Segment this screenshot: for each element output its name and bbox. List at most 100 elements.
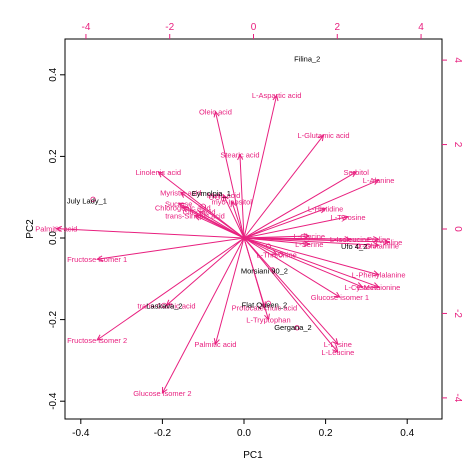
variable-arrow	[243, 237, 364, 288]
variable-arrows	[55, 94, 390, 395]
variable-label: L-Threonine	[256, 250, 296, 259]
axes: -0.4 -0.2 0.0 0.2 0.4 -0.4 -0.2 0.0 0.2 0.4 -4 -2 0 2…	[48, 22, 463, 439]
variable-arrow	[161, 237, 245, 395]
right-tick-label: 2	[452, 142, 463, 148]
variable-label: trans-Sinapic acid	[165, 212, 225, 221]
variable-label: L-Tyrosine	[331, 213, 366, 222]
variable-label: Protocatechuic acid	[232, 303, 297, 312]
point-labels: L-Aspartic acid Oleic acid L-Glutamic acid…	[35, 54, 405, 398]
x-tick-label: 0.4	[400, 428, 414, 439]
variable-arrow	[96, 237, 245, 341]
variable-arrow	[243, 179, 380, 239]
top-tick-label: -2	[165, 22, 174, 33]
observation-label: Filina_2	[294, 54, 320, 63]
data-point-marker	[161, 302, 167, 308]
variable-arrow	[243, 134, 325, 239]
y-axis-label: PC2	[25, 219, 36, 239]
data-point-marker	[294, 325, 300, 331]
right-tick-label: -2	[452, 309, 463, 318]
data-point-marker	[221, 196, 227, 202]
observation-label: Eymolpia_1	[192, 189, 231, 198]
variable-label: myo-Inositol	[212, 197, 253, 206]
observation-label: Morsiani 90_2	[241, 267, 288, 276]
data-point-marker	[355, 243, 361, 249]
variable-arrow	[243, 237, 341, 298]
variable-label: L-Phenylalanine	[352, 271, 406, 280]
observation-label: July Lady_1	[67, 196, 107, 205]
variable-label: L-Histidine	[308, 205, 343, 214]
variable-arrow	[95, 237, 245, 262]
variable-label: Palmitic acid	[35, 225, 77, 234]
variable-label: Fructose isomer 2	[67, 336, 127, 345]
y-tick-label: -0.4	[48, 392, 59, 410]
variable-label: trans-Caffeic acid	[137, 301, 195, 310]
right-tick-label: -4	[452, 393, 463, 402]
variable-label: Chlorogenic acid	[155, 203, 211, 212]
variable-arrow	[198, 210, 245, 239]
variable-arrow	[243, 237, 380, 277]
variable-label: Myristic acid	[160, 188, 201, 197]
variable-label: L-Cysteine	[344, 283, 380, 292]
variable-label: L-Glycine	[293, 232, 325, 241]
x-tick-label: 0.2	[319, 428, 333, 439]
variable-arrow	[213, 237, 245, 346]
data-point-marker	[214, 194, 221, 200]
variable-label: L-Valine	[375, 238, 402, 247]
observation-label: Ufo 4_2	[341, 242, 367, 251]
variable-arrow	[243, 94, 279, 239]
variable-arrow	[193, 214, 245, 239]
variable-arrow	[213, 110, 245, 239]
variable-arrow	[243, 171, 358, 239]
variable-label: Glucose isomer 1	[311, 293, 369, 302]
variable-arrow	[237, 153, 245, 239]
top-tick-label: 2	[334, 22, 340, 33]
top-tick-label: 4	[418, 22, 424, 33]
y-tick-label: 0.0	[48, 231, 59, 245]
variable-label: Sorbitol	[343, 168, 369, 177]
variable-arrow	[55, 225, 245, 239]
x-tick-label: 0.0	[237, 428, 251, 439]
variable-arrow	[243, 214, 350, 239]
variable-label: Citric acid	[183, 207, 216, 216]
x-tick-label: -0.2	[154, 428, 172, 439]
variable-arrow	[165, 237, 245, 307]
right-tick-label: 4	[452, 57, 463, 63]
y-tick-label: 0.4	[48, 67, 59, 81]
y-tick-label: 0.2	[48, 149, 59, 163]
variable-arrow	[179, 191, 245, 239]
variable-label: L-Leucine	[321, 348, 354, 357]
data-point-marker	[278, 251, 284, 257]
variable-arrow	[243, 237, 339, 345]
x-axis-label: PC1	[243, 450, 263, 461]
variable-label: Stearic acid	[220, 150, 259, 159]
variable-label: Palmitic acid	[194, 340, 236, 349]
variable-arrow	[243, 207, 327, 239]
right-tick-label: 0	[452, 226, 463, 232]
x-tick-label: -0.4	[72, 428, 90, 439]
top-tick-label: -4	[81, 22, 90, 33]
variable-label: Sucrose	[165, 199, 193, 208]
variable-label: L-Tryptophan	[246, 316, 290, 325]
variable-label: Oleic acid	[199, 108, 232, 117]
data-point-marker	[208, 194, 214, 200]
data-point-marker	[365, 243, 372, 249]
data-point-marker	[90, 196, 96, 202]
variable-label: Malic acid	[207, 191, 240, 200]
top-tick-label: 0	[251, 22, 257, 33]
variable-label: Linolenic acid	[136, 168, 181, 177]
y-tick-label: -0.2	[48, 311, 59, 329]
observation-label: Laskava_2	[146, 301, 182, 310]
variable-label: L-Glutamic acid	[298, 131, 350, 140]
observation-markers	[90, 194, 372, 331]
variable-arrow	[243, 237, 270, 321]
variable-arrow	[223, 194, 245, 239]
variable-arrow	[243, 237, 339, 354]
data-point-marker	[265, 243, 272, 249]
variable-arrow	[243, 237, 380, 249]
variable-label: Glucose isomer 2	[133, 389, 191, 398]
variable-label: L-Serine	[295, 240, 323, 249]
variable-label: Fructose isomer 1	[67, 255, 127, 264]
data-point-marker	[200, 203, 206, 209]
variable-label: L-Methionine	[357, 283, 400, 292]
